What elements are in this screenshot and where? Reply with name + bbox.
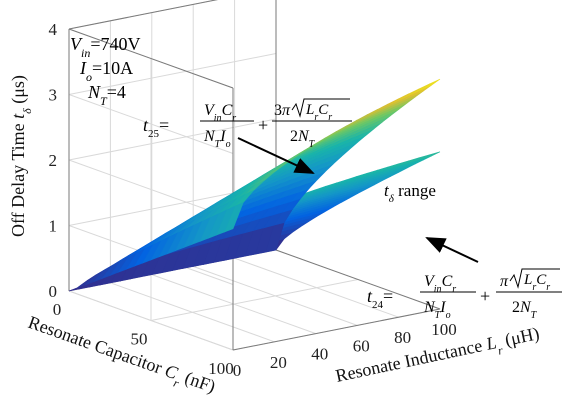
t24-arrow	[425, 237, 479, 263]
z-tick-label: 1	[49, 217, 58, 236]
svg-text:LrCr: LrCr	[523, 272, 550, 293]
parameters-block: Vin=740V Io=10A NT=4	[70, 34, 141, 108]
x-tick-label: 0	[233, 361, 242, 380]
axis-line	[68, 28, 234, 89]
grid-line-y	[150, 279, 359, 321]
x-tick-label: 20	[270, 353, 287, 372]
grid-line-z	[68, 0, 218, 30]
y-tick-label: 0	[53, 300, 62, 319]
x-tick-label: 100	[431, 320, 457, 339]
svg-text:π: π	[500, 273, 509, 290]
z-tick-label: 3	[49, 86, 58, 105]
t25-arrow	[237, 137, 315, 174]
vin-param: Vin=740V	[70, 34, 141, 60]
surface-patch	[421, 78, 441, 90]
x-tick-label: 40	[311, 345, 328, 364]
grid-line-z	[68, 53, 277, 95]
t24-formula: t24= VinCr NTIo + π LrCr 2NT	[367, 268, 562, 321]
z-tick-label: 2	[49, 151, 58, 170]
t25-formula: t25= VinCr NTIo + 3π LrCr 2NT	[143, 98, 352, 150]
range-label: tδ range	[384, 181, 436, 205]
axis-line	[68, 0, 218, 30]
svg-text:+: +	[258, 115, 268, 135]
surface-patch	[224, 201, 244, 233]
nt-param: NT=4	[87, 82, 126, 108]
svg-text:2NT: 2NT	[512, 299, 538, 321]
x-tick-label: 80	[394, 328, 411, 347]
z-tick-label: 0	[49, 282, 58, 301]
z-axis-label: Off Delay Time tδ (μs)	[8, 75, 34, 237]
svg-text:VinCr: VinCr	[204, 102, 236, 124]
svg-text:3π: 3π	[274, 102, 291, 119]
y-axis-label: Resonate Capacitor Cr (nF)	[24, 312, 219, 400]
svg-text:NTIo: NTIo	[423, 299, 451, 321]
surface-group	[68, 78, 441, 292]
y-tick-label: 100	[208, 359, 234, 378]
axis-line	[232, 308, 441, 351]
x-tick-label: 60	[353, 336, 370, 355]
surface-t25	[68, 78, 441, 292]
y-tick-label: 50	[131, 330, 148, 349]
io-param: Io=10A	[79, 58, 133, 84]
svg-text:2NT: 2NT	[290, 128, 316, 150]
svg-text:LrCr: LrCr	[305, 102, 332, 123]
svg-text:NTIo: NTIo	[203, 128, 231, 150]
axis-line	[275, 249, 441, 310]
svg-text:+: +	[480, 286, 490, 306]
grid-line-z	[68, 118, 277, 161]
z-tick-label: 4	[49, 20, 58, 39]
svg-text:t25=: t25=	[143, 115, 169, 140]
svg-text:VinCr: VinCr	[424, 273, 456, 295]
